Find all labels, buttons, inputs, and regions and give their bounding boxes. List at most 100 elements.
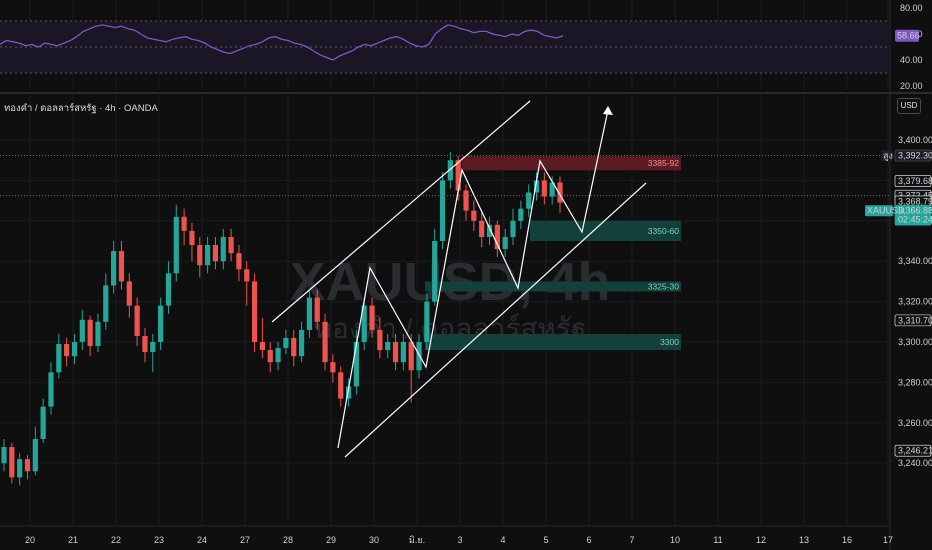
candle-body xyxy=(259,342,266,351)
candle-body xyxy=(212,245,219,262)
time-tick-label: 17 xyxy=(883,535,893,545)
candle-body xyxy=(408,342,414,371)
zone-3325-30[interactable] xyxy=(425,281,681,292)
support-resistance-zones[interactable]: 3385-92 3350-60 3325-30 3300 xyxy=(425,156,681,351)
time-tick-label: 5 xyxy=(543,535,548,545)
candle-body xyxy=(267,350,273,363)
zone-3300[interactable] xyxy=(425,333,681,351)
candle-body xyxy=(502,236,508,250)
price-badge-tag-text: XAUUSD xyxy=(867,206,905,216)
candle-body xyxy=(557,182,563,203)
candle-body xyxy=(479,220,485,237)
candle-body xyxy=(17,459,23,478)
time-tick-label: 6 xyxy=(586,535,591,545)
price-lines xyxy=(0,155,890,197)
candle-body xyxy=(87,319,93,347)
candle-body xyxy=(471,210,477,221)
price-badge-value: 3,310.701 xyxy=(898,315,932,325)
time-tick-label: 10 xyxy=(670,535,680,545)
rsi-indicator xyxy=(0,20,890,74)
time-tick-label: 4 xyxy=(500,535,505,545)
time-tick-label: 29 xyxy=(326,535,336,545)
candle-body xyxy=(40,406,46,439)
candle-body xyxy=(1,447,7,464)
candle-body xyxy=(220,236,226,262)
zigzag-projection[interactable] xyxy=(337,109,609,449)
price-badge-value: 3,246.219 xyxy=(898,446,932,456)
symbol-title[interactable]: ทองคำ / ดอลลาร์สหรัฐ · 4h · OANDA xyxy=(4,103,158,114)
time-tick-label: 12 xyxy=(756,535,766,545)
price-tick-label: 3,400.000 xyxy=(898,135,932,145)
candle-body xyxy=(369,305,375,330)
candle-body xyxy=(526,192,532,209)
candle-body xyxy=(424,301,430,342)
candle-body xyxy=(158,305,164,342)
candle-body xyxy=(439,180,446,241)
time-tick-label: 28 xyxy=(283,535,293,545)
price-badge-tag xyxy=(865,205,893,217)
price-badge-value: 3,379.680 xyxy=(898,176,932,186)
candle-body xyxy=(95,321,101,347)
channel-upper-line[interactable] xyxy=(271,100,531,323)
rsi-value-label: 58.66 xyxy=(897,31,920,41)
rsi-value-badge xyxy=(895,29,919,42)
candle-body xyxy=(126,281,132,306)
candle-body xyxy=(103,285,109,322)
candle-body xyxy=(322,321,328,363)
time-tick-label: 23 xyxy=(154,535,164,545)
time-axis[interactable]: 20 21 22 23 24 27 28 29 30 มิ.ย. 3 4 5 6 7 10 11 12 13 16 17 xyxy=(0,525,893,545)
candle-body xyxy=(64,344,70,357)
candle-body xyxy=(165,273,172,306)
zone-label: 3325-30 xyxy=(648,281,679,291)
candle-body xyxy=(24,459,31,472)
candle-body xyxy=(56,344,62,373)
price-axis[interactable]: 3,400.0003,380.0003,360.0003,340.0003,32… xyxy=(865,135,932,468)
candle-body xyxy=(486,224,493,237)
candle-body xyxy=(228,236,234,254)
candle-body xyxy=(79,319,85,342)
candle-body xyxy=(361,305,367,342)
candle-body xyxy=(392,342,399,363)
time-tick-label: 7 xyxy=(629,535,634,545)
candle-body xyxy=(549,182,555,197)
candle-body xyxy=(32,438,38,472)
time-tick-label: 3 xyxy=(457,535,462,545)
candle-body xyxy=(205,245,211,266)
candle-body xyxy=(48,372,54,407)
candle-body xyxy=(251,281,258,342)
price-badge-value: 3,366.880 xyxy=(898,206,932,216)
candle-body xyxy=(377,329,383,351)
time-tick-label: 16 xyxy=(842,535,852,545)
candle-body xyxy=(533,180,540,193)
price-badge xyxy=(894,175,932,187)
price-pane[interactable] xyxy=(0,95,890,525)
candle-body xyxy=(463,190,469,211)
price-tick-label: 3,340.000 xyxy=(898,256,932,266)
candle-body xyxy=(298,329,305,357)
price-badge xyxy=(894,314,932,327)
zone-3350-60[interactable] xyxy=(530,220,681,241)
currency-button[interactable]: USD xyxy=(897,98,921,114)
candle-body xyxy=(306,297,313,330)
time-tick-label: 22 xyxy=(111,535,121,545)
zone-label: 3300 xyxy=(660,337,679,347)
candle-body xyxy=(71,342,78,357)
price-tick-label: 3,240.000 xyxy=(898,458,932,468)
candle-body xyxy=(244,269,250,282)
price-badge xyxy=(894,204,932,226)
drawings[interactable] xyxy=(271,100,647,458)
candle-body xyxy=(9,447,15,478)
candle-body xyxy=(236,253,242,270)
candle-body xyxy=(314,297,320,322)
candle-body xyxy=(189,230,195,246)
channel-lower-line[interactable] xyxy=(344,182,647,458)
candle-body xyxy=(291,337,297,357)
zone-label: 3385-92 xyxy=(648,158,679,168)
candle-body xyxy=(111,251,117,286)
candle-body xyxy=(510,220,516,237)
zone-3385-92[interactable] xyxy=(462,156,681,171)
price-badge-value: 3,392.305 xyxy=(898,151,932,161)
